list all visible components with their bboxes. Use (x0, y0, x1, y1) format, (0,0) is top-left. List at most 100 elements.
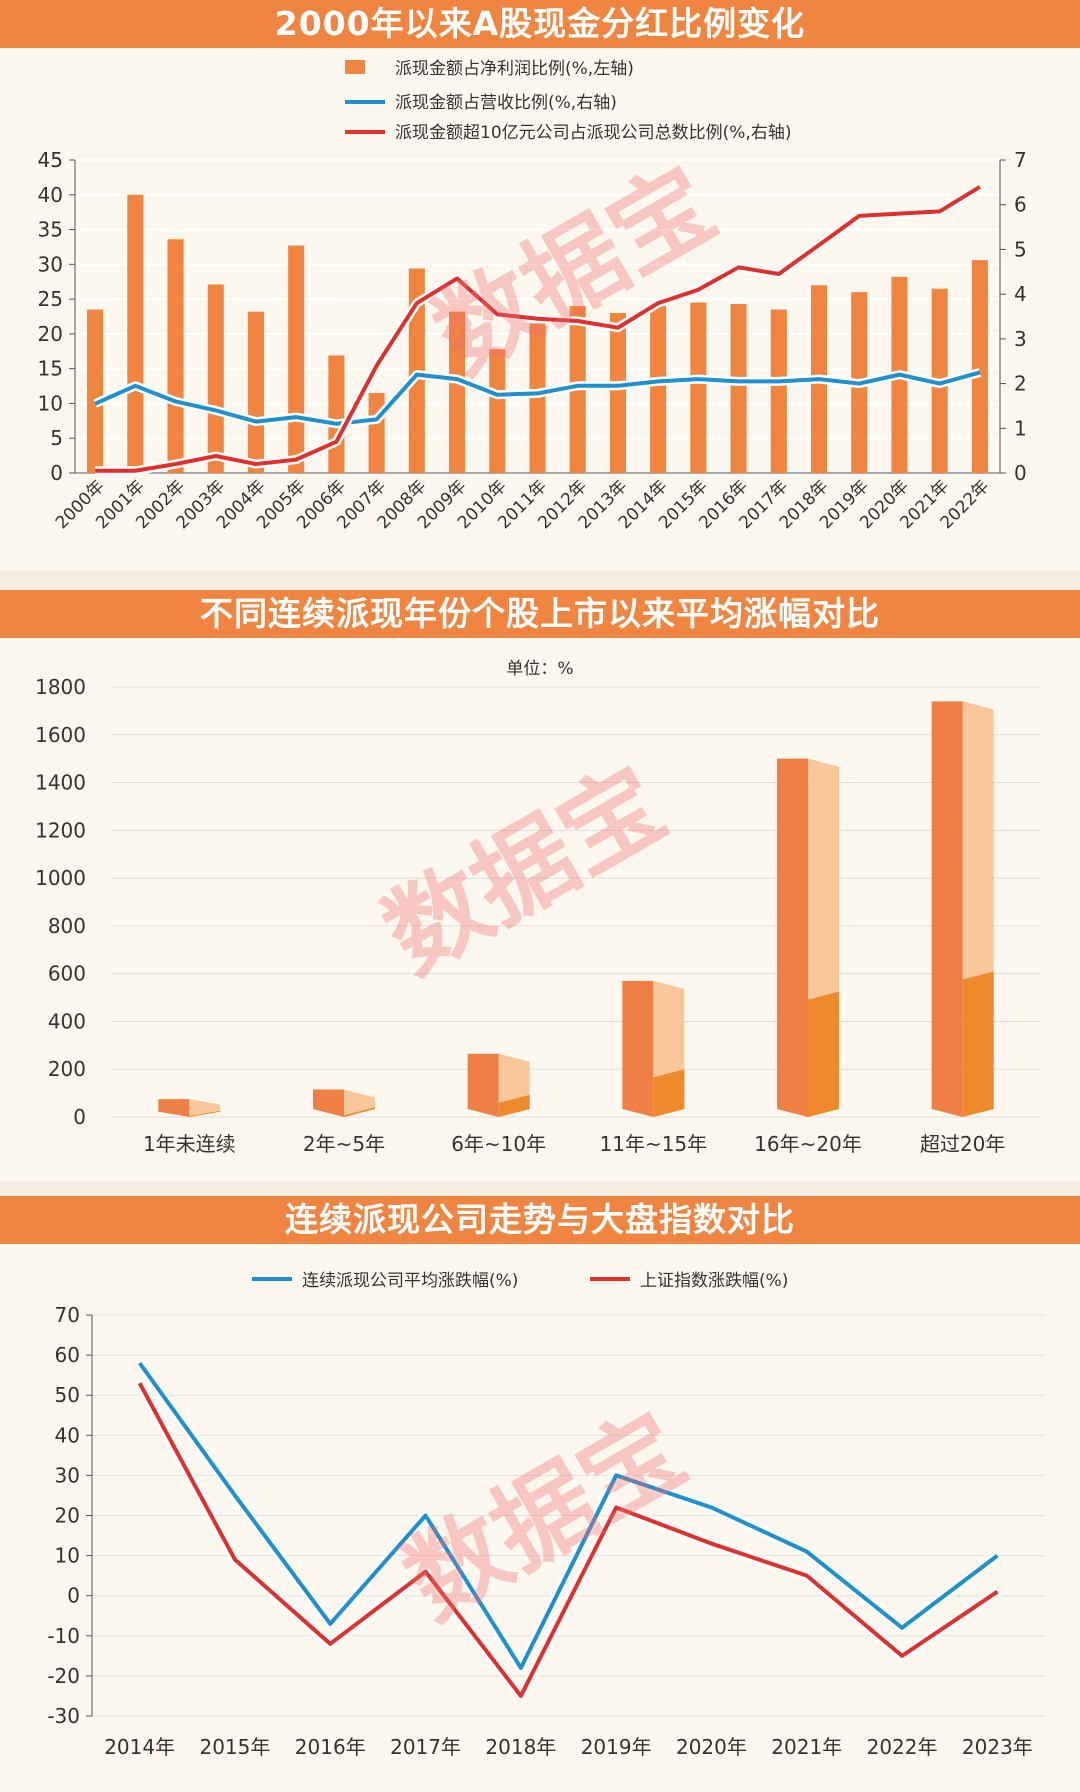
bar-side-lower (189, 1110, 221, 1117)
bar (127, 194, 144, 473)
x-tick-label: 超过20年 (920, 1132, 1005, 1156)
bar-front-face (313, 1089, 344, 1117)
bar (368, 393, 385, 473)
bar-front-face (622, 980, 654, 1117)
y-tick-label: 0 (73, 1105, 86, 1129)
bar (328, 355, 345, 473)
y-tick-label: 50 (55, 1383, 80, 1407)
y-tick-label: 10 (55, 1544, 80, 1568)
bar (971, 260, 988, 473)
y-tick-label: 800 (48, 914, 86, 938)
right-tick-label: 5 (1014, 237, 1027, 261)
x-tick-label: 2018年 (485, 1735, 556, 1759)
left-tick-label: 35 (38, 218, 63, 242)
y-tick-label: -30 (47, 1704, 80, 1728)
y-tick-label: 400 (48, 1009, 86, 1033)
right-tick-label: 6 (1014, 193, 1027, 217)
legend-label-blue: 派现金额占营收比例(%,右轴) (395, 93, 617, 113)
large-payer-ratio-line (95, 185, 981, 473)
continuous-payer-line (138, 1361, 999, 1670)
bar (489, 349, 506, 473)
chart1-title: 2000年以来A股现金分红比例变化 (0, 0, 1080, 48)
bar (650, 306, 667, 473)
chart1-legend: 派现金额占净利润比例(%,左轴) 派现金额占营收比例(%,右轴) 派现金额超10… (345, 59, 791, 143)
x-tick-label: 2019年 (581, 1735, 652, 1759)
bar (288, 245, 305, 473)
chart3-title: 连续派现公司走势与大盘指数对比 (0, 1196, 1080, 1244)
y-tick-label: 70 (55, 1303, 80, 1327)
avg-gain-chart: 单位：% 0 200 400 600 800 1000 1200 1400 1600 1800 1年… (0, 638, 1080, 1182)
bar (770, 309, 787, 473)
left-tick-label: 0 (50, 461, 63, 485)
bar (609, 313, 626, 473)
bar (87, 309, 104, 473)
revenue-ratio-line (94, 370, 981, 426)
left-tick-label: 25 (38, 287, 63, 311)
left-tick-label: 40 (38, 183, 63, 207)
x-tick-label: 6年~10年 (451, 1132, 546, 1156)
x-tick-label: 11年~15年 (600, 1132, 708, 1156)
left-tick-label: 5 (50, 426, 63, 450)
y-tick-label: 30 (55, 1463, 80, 1487)
y-tick-label: 600 (48, 962, 86, 986)
y-tick-label: 1600 (35, 723, 86, 747)
right-tick-label: 0 (1014, 461, 1027, 485)
chart2-title: 不同连续派现年份个股上市以来平均涨幅对比 (0, 590, 1080, 638)
bar-side-lower (808, 991, 839, 1117)
y-tick-label: -10 (47, 1624, 80, 1648)
bar-front-face (158, 1099, 190, 1117)
y-tick-label: 0 (67, 1584, 80, 1608)
right-tick-label: 7 (1014, 148, 1027, 172)
y-tick-label: 20 (55, 1504, 80, 1528)
left-tick-label: 45 (38, 148, 63, 172)
x-tick-label: 2020年 (676, 1735, 747, 1759)
right-tick-label: 3 (1014, 327, 1027, 351)
x-tick-label: 2014年 (104, 1735, 175, 1759)
x-tick-label: 16年~20年 (754, 1132, 862, 1156)
legend-bar-swatch (345, 60, 365, 74)
bar-side-lower (498, 1094, 530, 1117)
bar-front-face (931, 701, 963, 1117)
right-tick-label: 2 (1014, 372, 1027, 396)
x-tick-label: 2年~5年 (303, 1132, 385, 1156)
bar-front-face (777, 758, 808, 1117)
left-tick-label: 15 (38, 357, 63, 381)
legend-label-red: 派现金额超10亿元公司占派现公司总数比例(%,右轴) (395, 123, 791, 143)
chart3-legend: 连续派现公司平均涨跌幅(%) 上证指数涨跌幅(%) (252, 1271, 788, 1291)
y-tick-label: 1200 (35, 818, 86, 842)
x-tick-label: 2016年 (295, 1735, 366, 1759)
y-tick-label: 200 (48, 1057, 86, 1081)
x-tick-label: 2022年 (867, 1735, 938, 1759)
y-tick-label: 1000 (35, 866, 86, 890)
legend-label-bar: 派现金额占净利润比例(%,左轴) (395, 59, 634, 79)
shanghai-index-line (137, 1382, 999, 1698)
bar (449, 311, 466, 473)
bar-side-lower (962, 971, 994, 1117)
bar (247, 311, 265, 473)
bar (529, 323, 546, 473)
left-tick-label: 10 (38, 391, 63, 415)
y-tick-label: -20 (47, 1664, 80, 1688)
y-tick-label: 40 (55, 1423, 80, 1447)
x-tick-label: 2021年 (771, 1735, 842, 1759)
bar (167, 239, 184, 473)
bar (730, 303, 747, 473)
payout-ratio-panel: 2000年以来A股现金分红比例变化 派现金额占净利润比例(%,左轴) 派现金额占… (0, 0, 1080, 570)
bar-front-face (467, 1053, 499, 1117)
chart2-background (0, 638, 1080, 1182)
left-tick-label: 30 (38, 252, 63, 276)
x-tick-label: 2017年 (390, 1735, 461, 1759)
chart3-background (0, 1244, 1080, 1792)
bar-side-lower (653, 1069, 685, 1117)
legend-label-red: 上证指数涨跌幅(%) (640, 1271, 788, 1291)
left-tick-label: 20 (38, 322, 63, 346)
payout-ratio-chart: 派现金额占净利润比例(%,左轴) 派现金额占营收比例(%,右轴) 派现金额超10… (0, 48, 1080, 570)
legend-label-blue: 连续派现公司平均涨跌幅(%) (302, 1271, 518, 1291)
avg-gain-panel: 不同连续派现年份个股上市以来平均涨幅对比 单位：% 0 200 400 600 800 1… (0, 590, 1080, 1182)
bar-side-lower (344, 1107, 375, 1117)
trend-compare-chart: 连续派现公司平均涨跌幅(%) 上证指数涨跌幅(%) -30 -20 -10 0 10 20… (0, 1244, 1080, 1792)
x-tick-label: 1年未连续 (143, 1132, 236, 1156)
chart2-unit: 单位：% (506, 659, 573, 679)
y-tick-label: 1800 (35, 675, 86, 699)
trend-compare-panel: 连续派现公司走势与大盘指数对比 连续派现公司平均涨跌幅(%) 上证指数涨跌幅(%… (0, 1196, 1080, 1792)
